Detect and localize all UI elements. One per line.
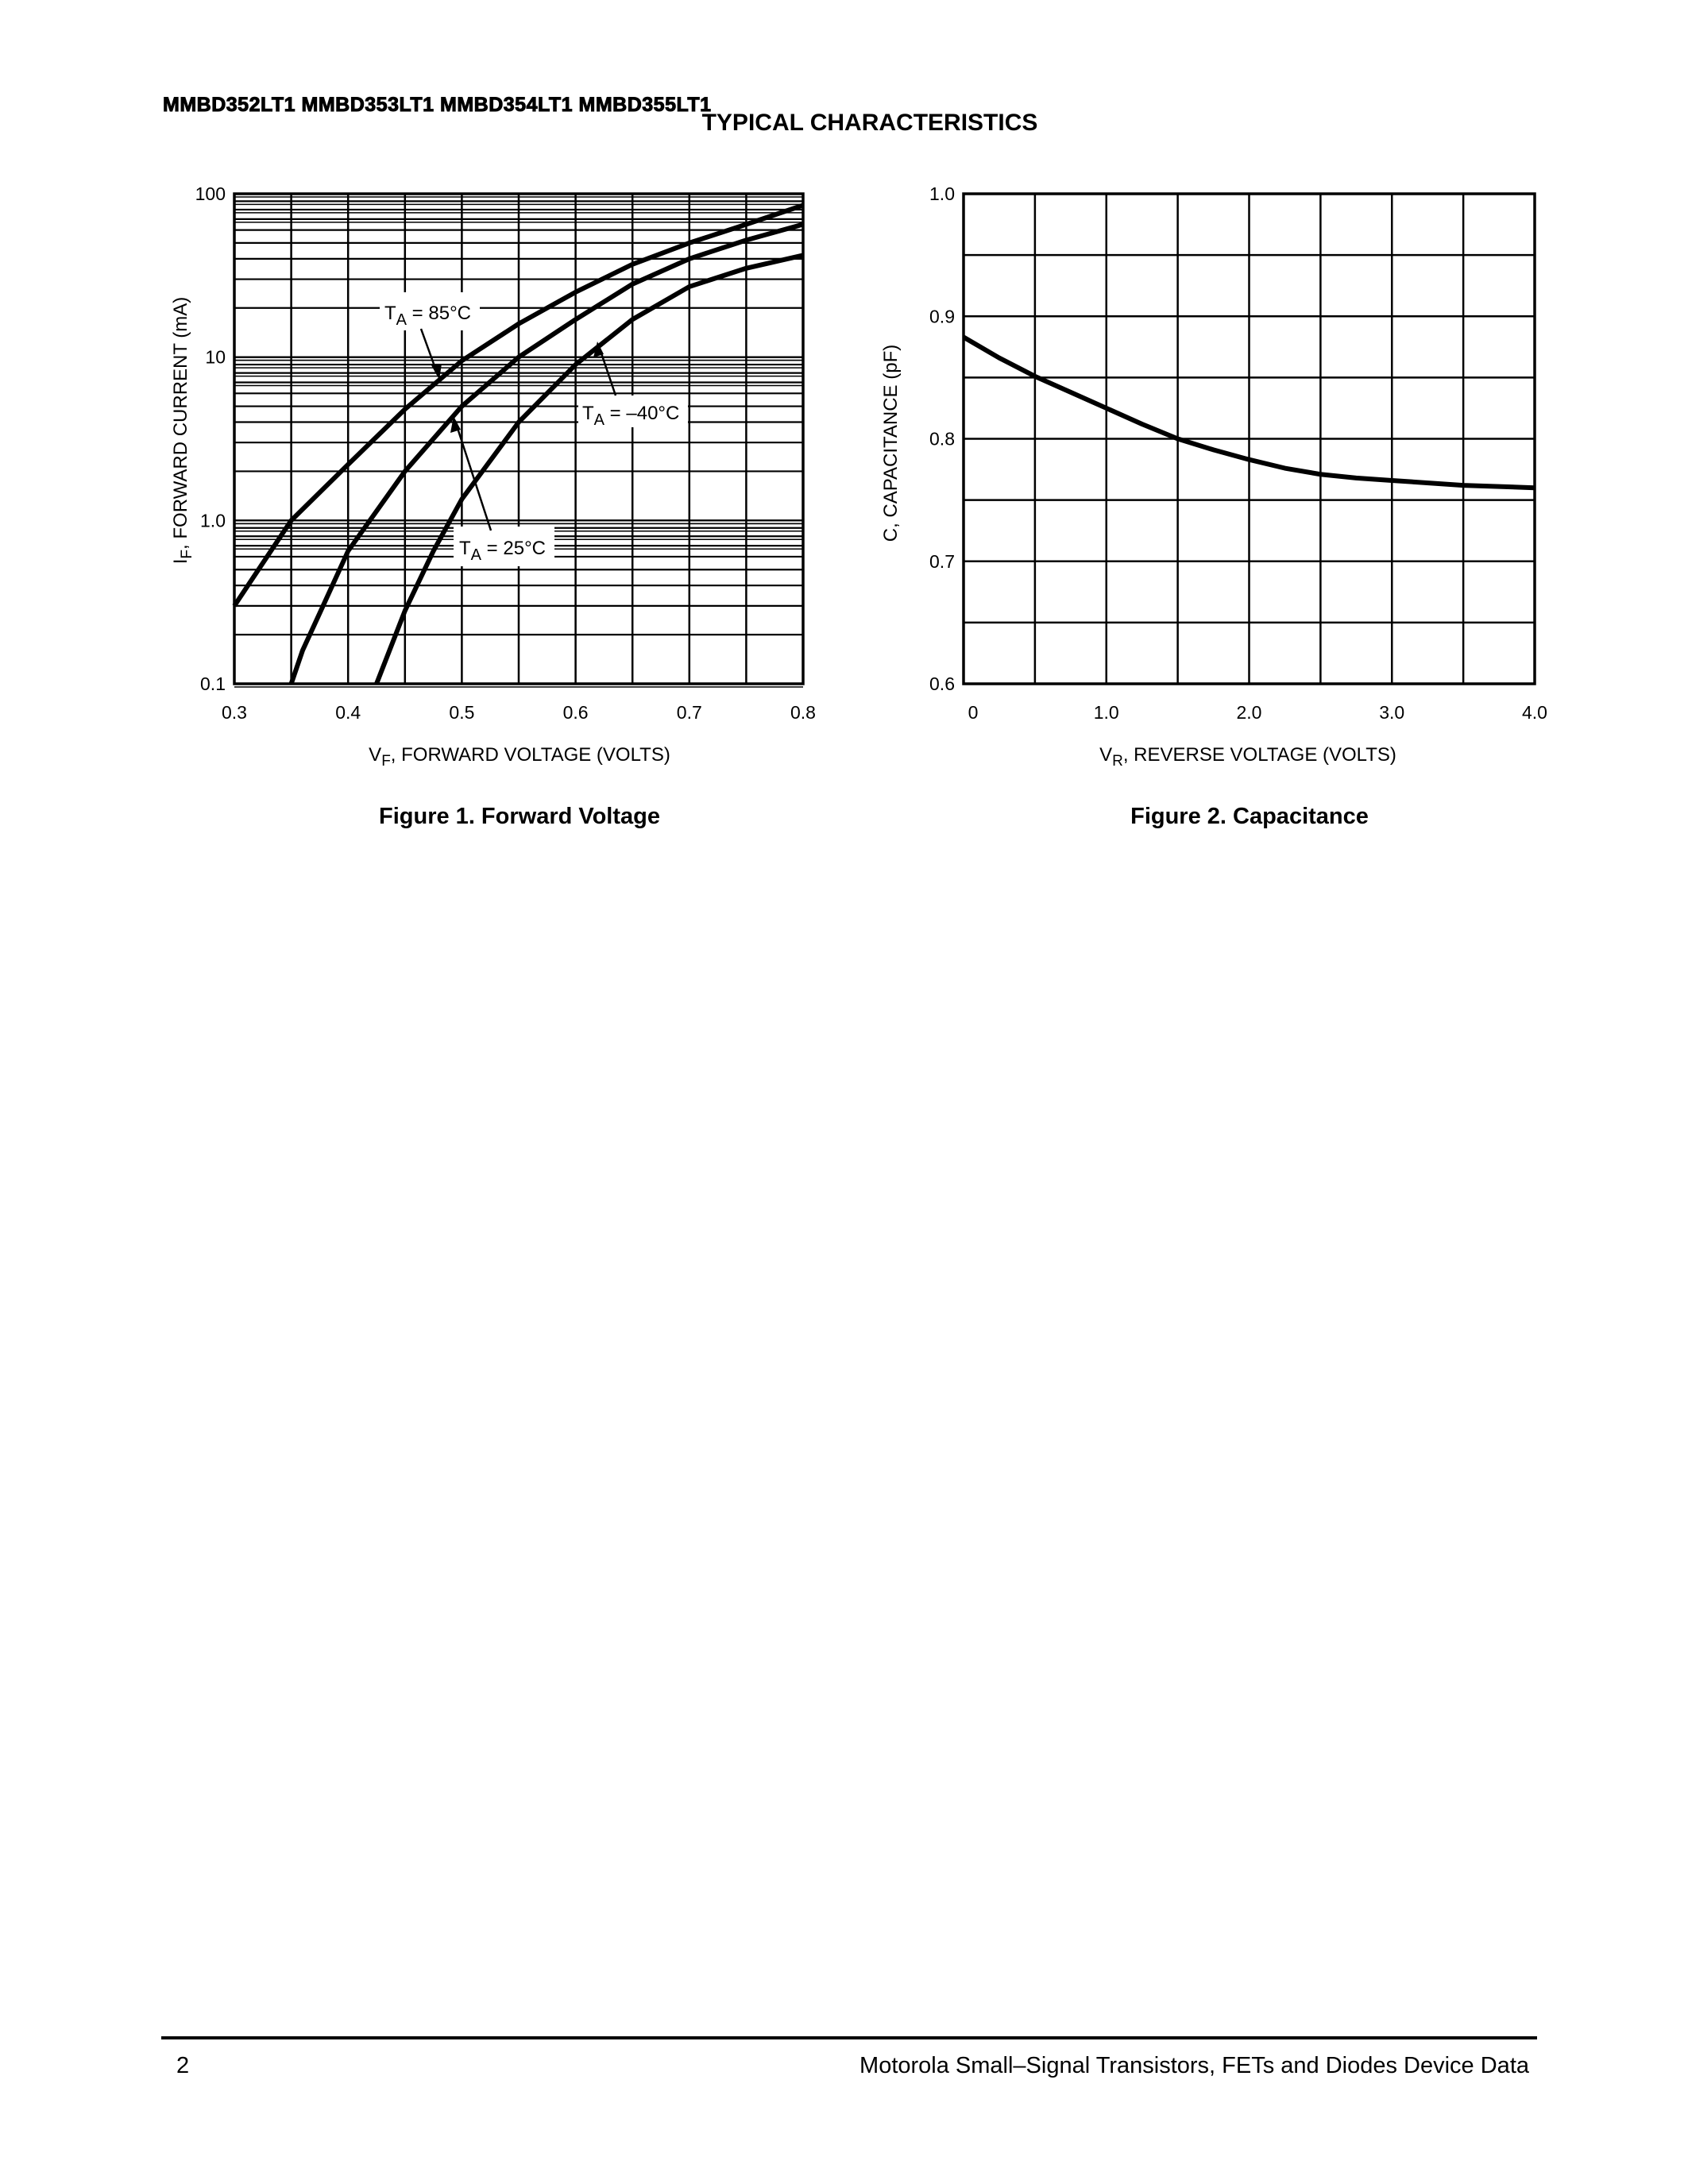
x-tick-label: 0.8 [790, 702, 816, 723]
part-number-header: MMBD352LT1 MMBD353LT1 MMBD354LT1 MMBD355… [163, 94, 712, 117]
x-tick-label: 2.0 [1237, 702, 1262, 723]
y-tick-label: 1.0 [929, 183, 955, 204]
y-tick-label: 0.7 [929, 551, 955, 572]
label-85c: TA = 85°C [380, 292, 480, 380]
y-tick-label: 0.8 [929, 429, 955, 450]
page-number: 2 [176, 2053, 190, 2078]
svg-text:TA = 85°C: TA = 85°C [384, 303, 471, 329]
fig1-y-axis-label: IF, FORWARD CURRENT (mA) [170, 297, 195, 565]
y-tick-label: 100 [195, 183, 226, 204]
y-tick-label: 0.6 [929, 673, 955, 694]
x-tick-label: 0.3 [222, 702, 247, 723]
y-tick-label: 0.9 [929, 306, 955, 326]
svg-text:TA = 25°C: TA = 25°C [459, 538, 546, 564]
y-tick-label: 10 [205, 347, 226, 368]
arrow-25c [454, 420, 492, 531]
series-line-1 [288, 222, 804, 685]
footer-rule [161, 2036, 1537, 2039]
figure-1-forward-voltage-chart: 0.3 0.4 0.5 0.6 0.7 0.8 0.1 1.0 10 100 [195, 183, 816, 723]
label-minus40c: TA = –40°C [578, 341, 688, 429]
x-tick-label: 0.7 [677, 702, 702, 723]
x-tick-label: 0.6 [563, 702, 589, 723]
plot-frame [962, 192, 1536, 685]
fig1-x-axis-label: VF, FORWARD VOLTAGE (VOLTS) [369, 744, 670, 770]
label-25c: TA = 25°C [450, 416, 554, 566]
series-line-capacitance [962, 334, 1535, 491]
y-tick-label: 1.0 [200, 510, 226, 531]
charts-canvas: 0.3 0.4 0.5 0.6 0.7 0.8 0.1 1.0 10 100 0 1.0 2.0 3.0… [170, 183, 1547, 829]
x-tick-label: 3.0 [1379, 702, 1404, 723]
footer-publication: Motorola Small–Signal Transistors, FETs … [859, 2053, 1529, 2078]
x-tick-label: 0.4 [335, 702, 361, 723]
fig2-x-axis-label: VR, REVERSE VOLTAGE (VOLTS) [1099, 744, 1396, 770]
y-tick-label: 0.1 [200, 673, 226, 694]
x-tick-label: 0 [968, 702, 979, 723]
svg-text:TA = –40°C: TA = –40°C [582, 403, 679, 429]
fig2-y-axis-label: C, CAPACITANCE (pF) [880, 345, 902, 542]
series-line-2 [374, 253, 804, 685]
figure-2-capacitance-chart: 0 1.0 2.0 3.0 4.0 0.6 0.7 0.8 0.9 1.0 [929, 183, 1547, 723]
series-line-0 [232, 203, 804, 608]
x-tick-label: 0.5 [449, 702, 474, 723]
x-tick-label: 4.0 [1522, 702, 1547, 723]
section-title: TYPICAL CHARACTERISTICS [701, 110, 1038, 136]
fig1-caption: Figure 1. Forward Voltage [379, 804, 660, 829]
plot-frame [233, 192, 805, 685]
x-tick-label: 1.0 [1094, 702, 1119, 723]
fig2-caption: Figure 2. Capacitance [1130, 804, 1369, 829]
